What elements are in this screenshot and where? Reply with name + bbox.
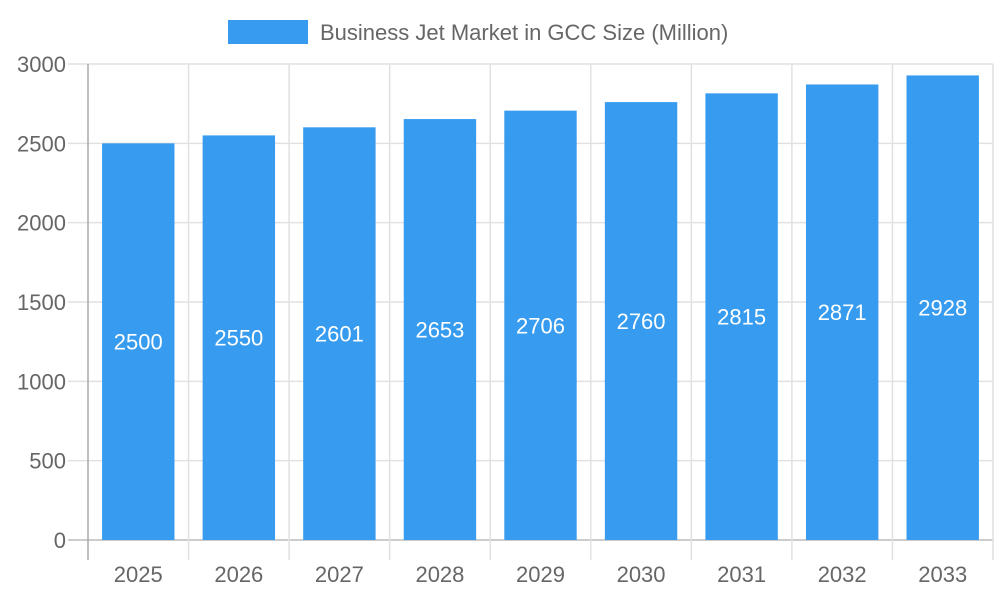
x-tick-label: 2033 xyxy=(918,562,967,587)
bar xyxy=(604,102,678,540)
data-label: 2601 xyxy=(315,322,364,347)
bar xyxy=(303,127,376,541)
x-tick-label: 2026 xyxy=(214,562,263,587)
y-tick-label: 1500 xyxy=(17,290,66,315)
y-tick-label: 1000 xyxy=(17,369,66,394)
legend-swatch xyxy=(228,20,308,44)
x-tick-label: 2030 xyxy=(617,562,666,587)
bar xyxy=(102,143,175,541)
y-tick-label: 0 xyxy=(54,528,66,553)
bar xyxy=(202,135,276,540)
x-tick-label: 2029 xyxy=(516,562,565,587)
bar xyxy=(504,110,577,540)
y-tick-label: 2000 xyxy=(17,211,66,236)
x-tick-label: 2031 xyxy=(717,562,766,587)
bar xyxy=(906,75,979,540)
y-tick-label: 3000 xyxy=(17,52,66,77)
data-label: 2815 xyxy=(717,305,766,330)
data-label: 2706 xyxy=(516,313,565,338)
x-tick-label: 2028 xyxy=(415,562,464,587)
bar xyxy=(805,84,879,540)
y-tick-label: 2500 xyxy=(17,131,66,156)
data-label: 2928 xyxy=(918,296,967,321)
x-tick-label: 2025 xyxy=(114,562,163,587)
legend-label: Business Jet Market in GCC Size (Million… xyxy=(320,20,728,45)
data-label: 2653 xyxy=(415,318,464,343)
data-label: 2760 xyxy=(617,309,666,334)
bar xyxy=(705,93,778,540)
bars: 2500 2550 2601 2653 2706 2760 2815 2871 2928 xyxy=(102,75,979,541)
bar xyxy=(403,119,477,540)
axes: 0 500 1000 1500 2000 2500 3000 2025 2026 2027 2028… xyxy=(17,52,967,587)
data-label: 2871 xyxy=(818,300,867,325)
legend[interactable]: Business Jet Market in GCC Size (Million… xyxy=(228,20,728,45)
data-label: 2550 xyxy=(214,326,263,351)
x-tick-label: 2027 xyxy=(315,562,364,587)
x-tick-label: 2032 xyxy=(818,562,867,587)
y-tick-label: 500 xyxy=(29,449,66,474)
data-label: 2500 xyxy=(114,330,163,355)
